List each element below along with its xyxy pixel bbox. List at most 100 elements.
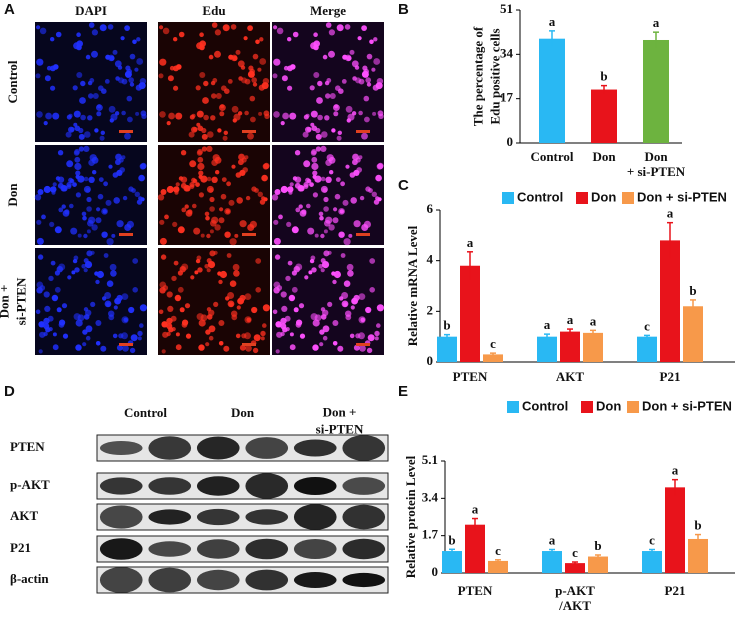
nucleus: [201, 146, 207, 152]
nucleus: [322, 335, 328, 341]
nucleus: [335, 177, 341, 183]
nucleus: [55, 31, 62, 38]
nucleus: [261, 82, 269, 90]
blot-band: [342, 435, 386, 461]
nucleus: [83, 145, 90, 152]
nucleus: [306, 203, 311, 209]
nucleus: [345, 164, 350, 169]
nucleus: [231, 310, 238, 317]
nucleus: [48, 275, 54, 282]
nucleus: [349, 333, 355, 339]
nucleus: [332, 320, 339, 326]
nucleus: [85, 309, 92, 316]
nucleus: [327, 250, 332, 255]
nucleus: [74, 148, 80, 155]
nucleus: [363, 95, 370, 102]
nucleus: [373, 199, 380, 205]
nucleus: [334, 193, 341, 200]
nucleus: [273, 25, 278, 30]
nucleus: [206, 258, 212, 264]
scale-bar: [242, 130, 256, 133]
nucleus: [293, 266, 300, 273]
nucleus: [345, 105, 353, 113]
nucleus: [128, 186, 134, 192]
nucleus: [214, 29, 221, 36]
nucleus: [73, 42, 81, 50]
significance-letter: a: [549, 532, 556, 547]
nucleus: [356, 167, 363, 173]
nucleus: [373, 37, 378, 42]
nucleus: [271, 194, 279, 201]
nucleus: [273, 111, 280, 118]
nucleus: [172, 221, 178, 227]
nucleus: [159, 58, 167, 66]
bar: [460, 265, 480, 362]
blot-strip: [96, 472, 389, 500]
nucleus: [80, 80, 86, 87]
y-axis-label: The percentage of: [470, 26, 485, 126]
group-label: Don: [231, 405, 255, 420]
nucleus: [259, 37, 264, 42]
legend-label: Don: [596, 398, 621, 413]
nucleus: [117, 65, 123, 70]
nucleus: [348, 233, 353, 238]
nucleus: [310, 110, 318, 118]
micrograph: [34, 145, 147, 246]
nucleus: [112, 49, 118, 55]
significance-letter: a: [567, 312, 574, 327]
blot-band: [245, 437, 289, 459]
nucleus: [358, 293, 366, 300]
nucleus: [105, 54, 111, 60]
nucleus: [96, 207, 101, 212]
protein-label: PTEN: [10, 439, 45, 454]
nucleus: [119, 167, 125, 173]
nucleus: [323, 229, 328, 234]
nucleus: [124, 25, 130, 31]
nucleus: [189, 114, 195, 120]
nucleus: [369, 258, 376, 264]
nucleus: [287, 260, 293, 266]
nucleus: [336, 135, 342, 141]
nucleus: [102, 209, 108, 214]
nucleus: [35, 309, 41, 315]
legend-label: Control: [522, 398, 568, 413]
nucleus: [255, 39, 260, 45]
nucleus: [306, 178, 312, 184]
nucleus: [365, 186, 371, 192]
nucleus: [331, 128, 336, 133]
nucleus: [298, 303, 305, 309]
nucleus: [166, 331, 171, 337]
legend-swatch: [576, 192, 588, 204]
nucleus: [39, 285, 46, 291]
nucleus: [198, 344, 205, 351]
nucleus: [373, 58, 381, 65]
nucleus: [352, 76, 357, 81]
nucleus: [223, 130, 228, 135]
nucleus: [345, 310, 352, 317]
nucleus: [208, 335, 214, 341]
y-tick-label: 1.7: [422, 527, 439, 542]
nucleus: [358, 332, 365, 340]
nucleus: [317, 114, 323, 121]
x-tick-label: Don: [644, 149, 668, 164]
nucleus: [329, 93, 336, 99]
nucleus: [75, 319, 83, 327]
nucleus: [175, 332, 180, 337]
scale-bar: [242, 343, 256, 346]
nucleus: [104, 292, 112, 299]
nucleus: [76, 72, 83, 78]
nucleus: [218, 279, 223, 285]
nucleus: [83, 233, 88, 239]
nucleus: [257, 67, 262, 72]
bar: [565, 563, 585, 573]
nucleus: [228, 54, 234, 60]
nucleus: [224, 88, 230, 94]
nucleus: [208, 309, 215, 316]
significance-letter: b: [694, 518, 701, 533]
x-tick-label: P21: [665, 583, 686, 598]
blot-band: [293, 572, 337, 588]
nucleus: [291, 226, 299, 234]
nucleus: [252, 53, 259, 60]
blot-band: [293, 477, 337, 495]
